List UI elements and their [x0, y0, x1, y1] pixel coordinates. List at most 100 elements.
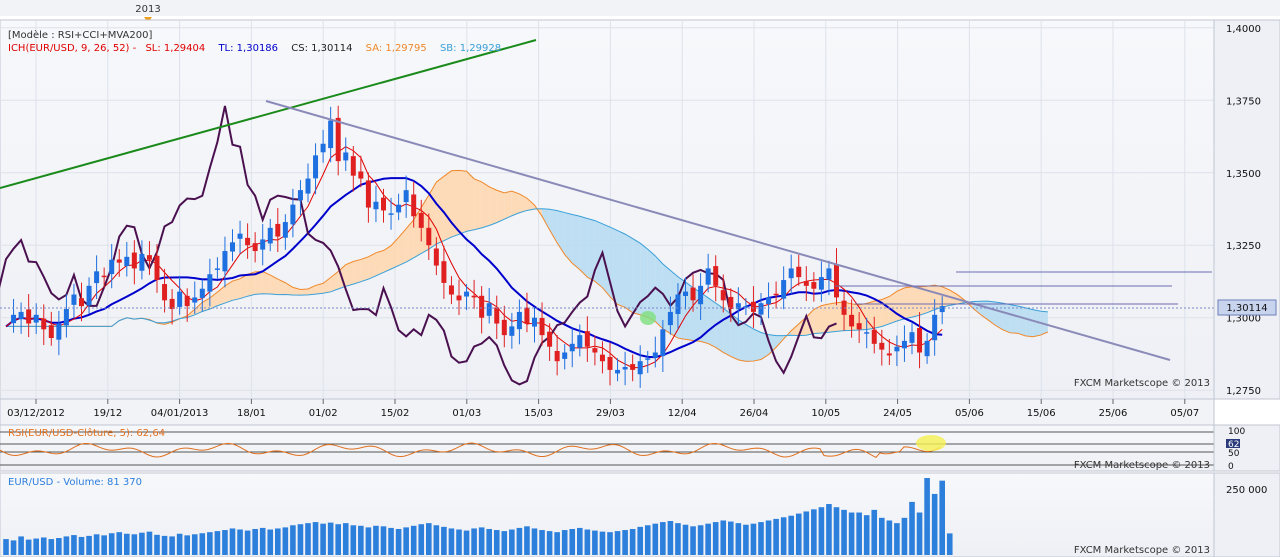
volume-bar: [660, 522, 666, 555]
volume-watermark: FXCM Marketscope © 2013: [1074, 545, 1210, 556]
rsi-axis[interactable]: [1213, 424, 1280, 472]
volume-bar: [531, 528, 538, 555]
uptrend-line: [0, 39, 537, 189]
candle-body: [199, 288, 205, 298]
candle-body: [705, 268, 711, 285]
legend-cs: CS: 1,30114: [291, 43, 352, 54]
volume-bar: [101, 535, 107, 555]
cloud-segment: [504, 191, 512, 220]
volume-bar: [561, 530, 568, 555]
cloud-segment: [617, 230, 626, 308]
candle-body: [539, 317, 545, 336]
volume-bar: [811, 509, 817, 555]
cloud-segment: [753, 328, 761, 362]
cloud-segment: [240, 274, 248, 299]
candle-body: [41, 318, 47, 330]
cloud-segment: [987, 301, 996, 326]
volume-bar: [863, 515, 870, 555]
volume-bar: [818, 507, 825, 555]
cloud-segment: [572, 214, 580, 270]
candle-body: [365, 180, 371, 208]
cloud-segment: [904, 286, 912, 319]
candle-body: [214, 268, 220, 270]
main-watermark: FXCM Marketscope © 2013: [1074, 378, 1210, 389]
candle-body: [917, 328, 923, 353]
cloud-segment: [353, 259, 361, 285]
candle-body: [690, 287, 696, 301]
cloud-segment: [745, 324, 754, 362]
legend-tl: TL: 1,30186: [217, 43, 278, 54]
candlesticks: [11, 105, 945, 388]
candle-body: [818, 277, 824, 290]
volume-bar: [222, 530, 228, 555]
volume-bar: [592, 530, 598, 555]
candle-body: [471, 295, 477, 298]
candle-body: [516, 311, 522, 330]
volume-bar: [358, 525, 364, 555]
candle-body: [675, 294, 681, 314]
candle-body: [864, 332, 870, 334]
rsi-panel[interactable]: [0, 424, 1215, 472]
volume-bar: [758, 522, 764, 555]
candle-body: [554, 350, 560, 362]
candle-body: [18, 311, 24, 320]
candle-body: [683, 291, 688, 296]
volume-bar: [116, 532, 123, 555]
date-axis[interactable]: [0, 398, 1215, 426]
cloud-segment: [874, 299, 882, 329]
main-price-panel[interactable]: [0, 19, 1215, 400]
candle-body: [335, 117, 341, 162]
cloud-segment: [285, 282, 293, 295]
cloud-segment: [813, 305, 822, 334]
volume-bar: [894, 523, 900, 555]
cloud-segment: [610, 227, 618, 305]
candle-body: [547, 331, 553, 347]
cloud-segment: [194, 302, 203, 315]
volume-bar: [365, 527, 372, 555]
date-axis-labels: 03/12/2012 19/12 04/01/2013 18/01 01/02 15/02…: [7, 399, 1199, 419]
volume-bar: [644, 525, 651, 555]
volume-bar: [614, 531, 621, 555]
cloud-segment: [549, 209, 558, 243]
volume-bar: [320, 523, 326, 555]
date-tick-label: 10/05: [811, 408, 840, 419]
candle-body: [886, 353, 892, 356]
rsi-value-tag: [1226, 439, 1240, 448]
cloud-segment: [881, 296, 890, 327]
price-tick-label: 1,2750: [1226, 386, 1261, 397]
candle-body: [592, 348, 598, 353]
candle-body: [486, 303, 492, 316]
candle-body: [33, 314, 39, 323]
rsi-series-line: [0, 442, 941, 459]
candle-body: [781, 280, 787, 299]
date-tick-label: 04/01/2013: [151, 408, 209, 419]
date-tick-label: 25/06: [1099, 408, 1128, 419]
cloud-segment: [934, 285, 943, 310]
cloud-segment: [345, 261, 354, 287]
volume-bar: [327, 522, 334, 555]
volume-bar: [478, 527, 485, 555]
cloud-segment: [308, 285, 316, 295]
candle-body: [803, 281, 809, 286]
candle-body: [871, 329, 877, 344]
rsi-line: [0, 442, 941, 459]
cloud-segment: [1002, 303, 1011, 333]
cloud-segment: [594, 220, 603, 288]
price-axis[interactable]: [1213, 19, 1280, 400]
volume-bar: [275, 528, 281, 555]
cloud-segment: [526, 198, 535, 211]
volume-bar: [584, 529, 591, 555]
cloud-segment: [406, 219, 414, 263]
candle-body: [607, 356, 613, 370]
volume-bar: [516, 527, 523, 555]
volume-bar: [697, 525, 704, 555]
volume-bar: [916, 512, 923, 555]
volume-bar: [577, 527, 583, 555]
candle-body: [826, 268, 832, 280]
date-tick-label: 19/12: [93, 408, 122, 419]
cloud-segment: [391, 237, 399, 270]
legend-sa: SA: 1,29795: [366, 43, 427, 54]
candle-body: [924, 340, 930, 357]
volume-axis[interactable]: [1213, 472, 1280, 557]
cloud-segment: [1032, 309, 1041, 337]
